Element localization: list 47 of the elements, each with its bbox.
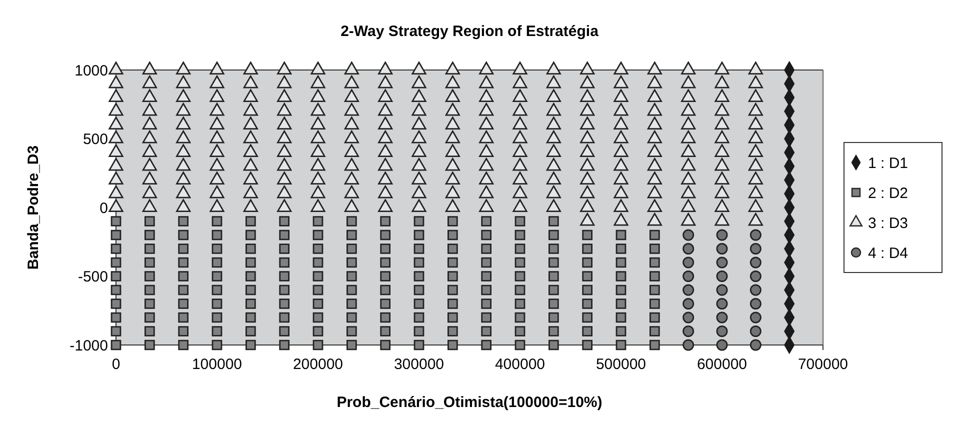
y-tick-label: 0 [100, 200, 108, 217]
point [716, 229, 728, 241]
x-tick-label: 0 [112, 356, 120, 373]
point [750, 312, 762, 324]
point [682, 243, 694, 254]
point [716, 270, 728, 282]
point [716, 284, 728, 296]
x-axis-title: Prob_Cenário_Otimista(100000=10%) [336, 394, 602, 411]
point [716, 243, 728, 254]
x-tick-label: 500000 [596, 356, 646, 373]
point [750, 298, 762, 310]
point [682, 312, 694, 324]
point [750, 243, 762, 254]
point [682, 229, 694, 241]
point [716, 312, 728, 324]
point [682, 284, 694, 296]
legend-label: 1 : D1 [868, 154, 908, 172]
x-tick-label: 700000 [798, 356, 848, 373]
x-tick-label: 100000 [192, 356, 242, 373]
point [682, 326, 694, 337]
x-tick-label: 200000 [292, 356, 344, 373]
legend-label: 2 : D2 [868, 184, 908, 202]
point [750, 326, 762, 337]
point [682, 339, 694, 351]
legend-label: 4 : D4 [868, 244, 908, 262]
point [716, 326, 728, 337]
point [750, 284, 762, 296]
x-tick-label: 400000 [494, 356, 546, 373]
point [750, 339, 762, 351]
x-tick-label: 300000 [394, 356, 444, 373]
y-tick-label: 1000 [74, 62, 108, 80]
legend-label: 3 : D3 [868, 214, 908, 232]
point [682, 298, 694, 310]
point [716, 256, 728, 268]
point [750, 256, 762, 268]
point [682, 256, 694, 268]
y-tick-label: -1000 [70, 337, 108, 354]
chart-title: 2-Way Strategy Region of Estratégia [340, 23, 600, 40]
point [716, 339, 728, 351]
x-tick-label: 600000 [696, 356, 748, 373]
point [750, 270, 762, 282]
point [750, 229, 762, 241]
point [682, 270, 694, 282]
point [716, 298, 728, 310]
y-tick-label: 500 [82, 131, 108, 148]
y-tick-label: -500 [78, 268, 108, 286]
y-axis-title: Banda_Podre_D3 [25, 145, 42, 270]
